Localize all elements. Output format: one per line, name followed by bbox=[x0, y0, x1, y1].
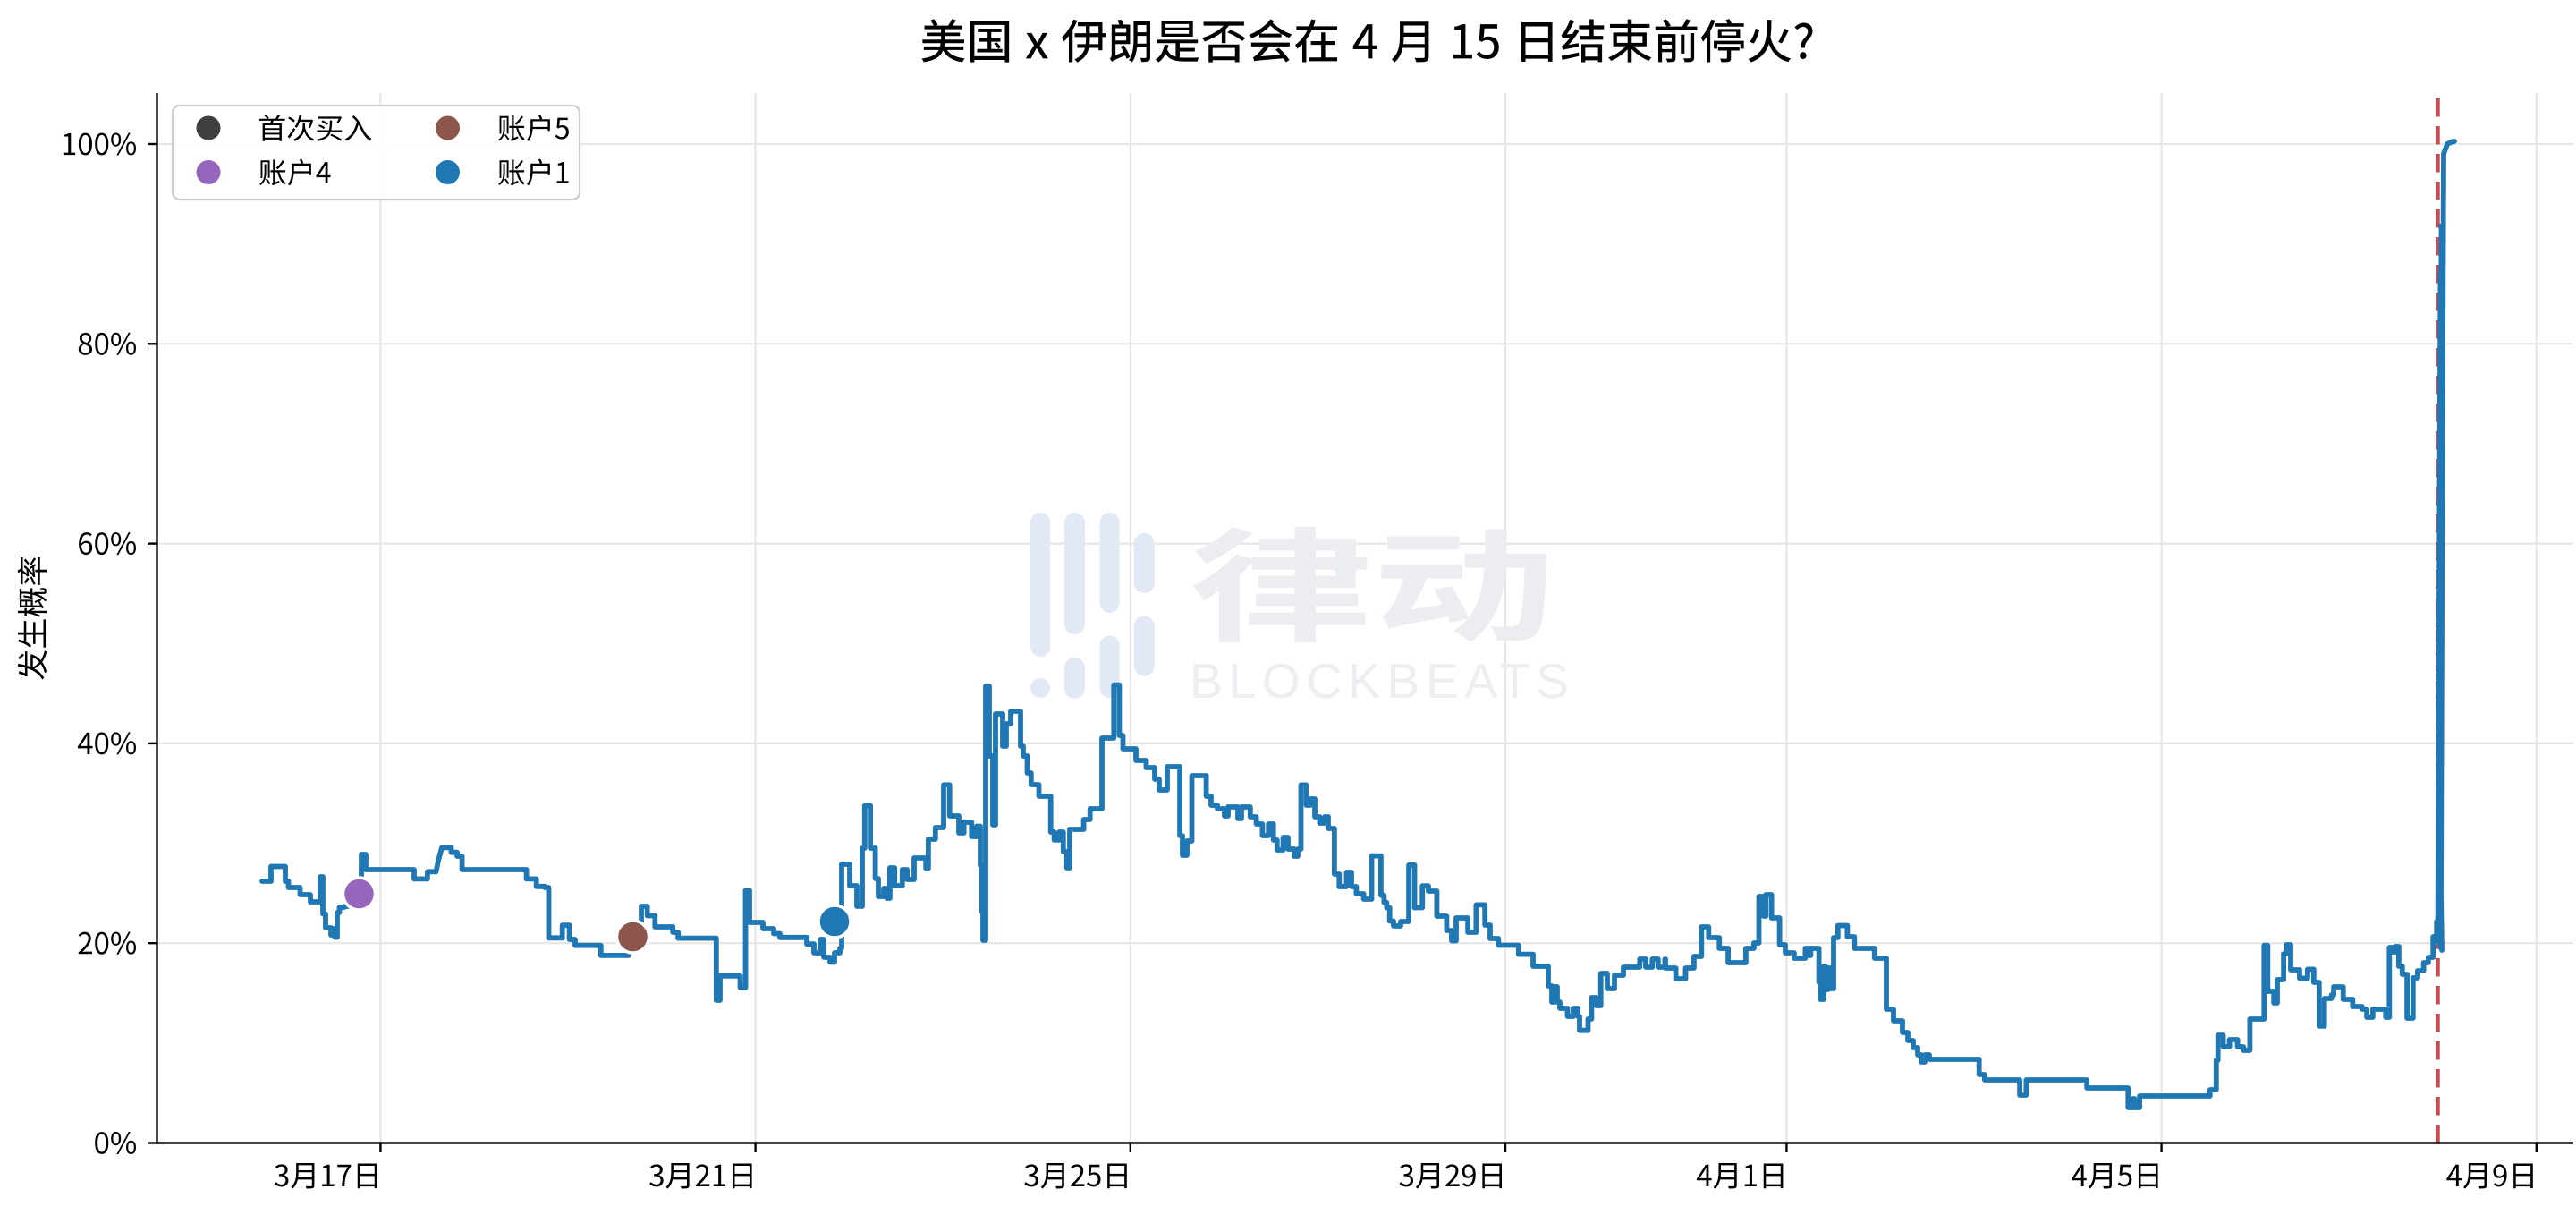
svg-text:BLOCKBEATS: BLOCKBEATS bbox=[1190, 653, 1575, 709]
